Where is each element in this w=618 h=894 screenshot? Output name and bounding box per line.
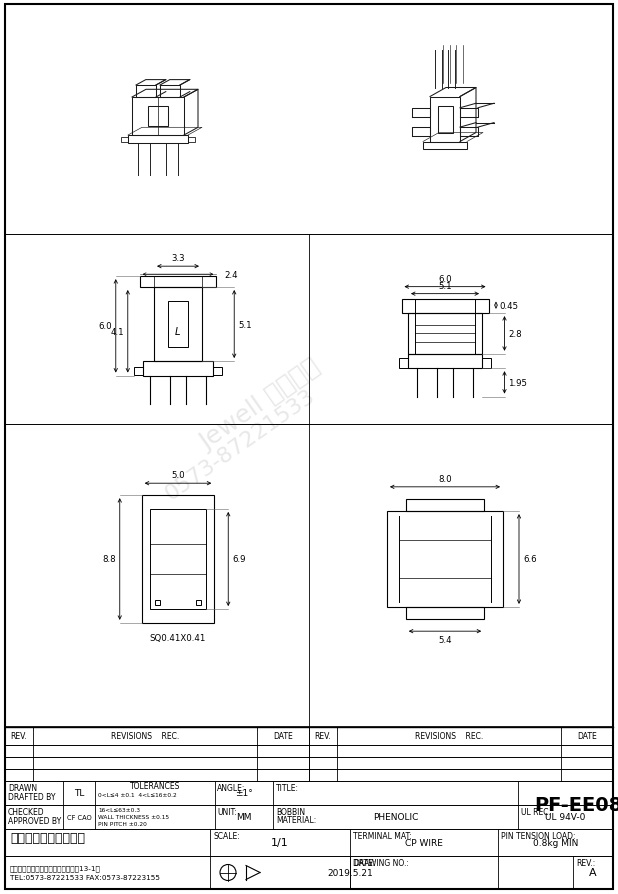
Bar — [387, 511, 503, 607]
Bar — [430, 97, 460, 142]
Bar — [150, 510, 206, 610]
Text: TOLERANCES: TOLERANCES — [130, 781, 180, 790]
Text: 8.0: 8.0 — [438, 475, 452, 484]
Text: UL 94V-0: UL 94V-0 — [545, 813, 586, 822]
Text: 16<L≤63±0.3: 16<L≤63±0.3 — [98, 807, 140, 812]
Bar — [402, 299, 488, 314]
Text: TEL:0573-87221533 FAX:0573-87223155: TEL:0573-87221533 FAX:0573-87223155 — [10, 874, 160, 881]
Text: REV.: REV. — [11, 731, 27, 740]
Text: 0.45: 0.45 — [499, 301, 518, 310]
Text: 2.8: 2.8 — [509, 330, 522, 339]
Text: CP WIRE: CP WIRE — [405, 838, 443, 847]
Text: 5.4: 5.4 — [438, 636, 452, 645]
Text: 0<L≤4 ±0.1  4<L≤16±0.2: 0<L≤4 ±0.1 4<L≤16±0.2 — [98, 792, 177, 797]
Text: PHENOLIC: PHENOLIC — [373, 813, 418, 822]
Bar — [406, 607, 484, 620]
Bar — [156, 601, 161, 605]
Text: MM: MM — [236, 813, 252, 822]
Text: DRAWN: DRAWN — [8, 783, 37, 792]
Text: APPROVED BY: APPROVED BY — [8, 816, 61, 825]
Text: 8.8: 8.8 — [102, 555, 116, 564]
Text: WALL THICKNESS ±0.15: WALL THICKNESS ±0.15 — [98, 814, 169, 819]
Text: ±1°: ±1° — [235, 789, 253, 797]
Text: REVISIONS    REC.: REVISIONS REC. — [415, 731, 483, 740]
Bar — [132, 97, 184, 136]
Bar — [168, 301, 188, 348]
Text: PIN PITCH ±0.20: PIN PITCH ±0.20 — [98, 821, 147, 826]
Text: 地址：浙江省海宁市盐官镇园区四路13-1号: 地址：浙江省海宁市盐官镇园区四路13-1号 — [10, 864, 101, 871]
Text: DATE: DATE — [273, 731, 293, 740]
Text: 4.1: 4.1 — [110, 327, 124, 336]
Text: 3.3: 3.3 — [171, 254, 185, 263]
Text: 海宁捷晖电子有限公司: 海宁捷晖电子有限公司 — [10, 831, 85, 844]
Text: TL: TL — [74, 789, 84, 797]
Text: CF CAO: CF CAO — [67, 814, 91, 820]
Bar — [195, 601, 201, 605]
Bar — [408, 354, 482, 369]
Text: A: A — [589, 867, 597, 878]
Text: TERMINAL MAT:: TERMINAL MAT: — [353, 831, 412, 840]
Text: 2.4: 2.4 — [224, 270, 238, 279]
Text: 5.0: 5.0 — [171, 470, 185, 480]
Text: REVISIONS    REC.: REVISIONS REC. — [111, 731, 179, 740]
Text: 0.8kg MIN: 0.8kg MIN — [533, 838, 578, 847]
Bar — [482, 358, 491, 368]
Text: REV.:: REV.: — [576, 858, 595, 867]
Text: MATERIAL:: MATERIAL: — [276, 815, 316, 824]
Text: BOBBIN: BOBBIN — [276, 807, 305, 816]
Bar — [438, 106, 452, 133]
Bar — [213, 367, 222, 375]
Text: DRAFTED BY: DRAFTED BY — [8, 792, 56, 801]
Text: DATE:: DATE: — [353, 858, 375, 867]
Text: 2019.5.21: 2019.5.21 — [327, 868, 373, 877]
Text: UNIT:: UNIT: — [217, 807, 237, 816]
Text: 1/1: 1/1 — [271, 838, 289, 848]
Bar — [140, 277, 216, 288]
Text: 5.1: 5.1 — [438, 282, 452, 291]
Text: 0573-87221533: 0573-87221533 — [161, 385, 319, 503]
Text: PF-EE08CMA4P: PF-EE08CMA4P — [535, 796, 618, 814]
Bar — [143, 361, 213, 376]
Text: REV.: REV. — [315, 731, 331, 740]
Text: 6.0: 6.0 — [98, 322, 112, 331]
Text: DRAWING NO.:: DRAWING NO.: — [353, 858, 409, 867]
Text: SCALE:: SCALE: — [213, 831, 240, 840]
Bar — [399, 358, 408, 368]
Bar — [423, 142, 467, 149]
Text: TITLE:: TITLE: — [276, 783, 299, 792]
Text: UL REC.: UL REC. — [521, 807, 551, 816]
Text: 5.1: 5.1 — [238, 320, 252, 329]
Text: 6.6: 6.6 — [523, 555, 536, 564]
Bar — [188, 138, 195, 143]
Text: 6.0: 6.0 — [438, 274, 452, 283]
Bar — [408, 314, 482, 354]
Text: 1.95: 1.95 — [509, 378, 528, 387]
Bar — [142, 495, 214, 623]
Text: L: L — [175, 327, 181, 337]
Bar — [148, 106, 168, 127]
Bar — [5, 727, 613, 889]
Bar — [128, 136, 188, 144]
Text: CHECKED: CHECKED — [8, 807, 44, 816]
Text: PIN TENSION LOAD:: PIN TENSION LOAD: — [501, 831, 575, 840]
Bar — [154, 288, 202, 361]
Text: SQ0.41X0.41: SQ0.41X0.41 — [150, 633, 206, 642]
Text: Jewell 海宁捷晖: Jewell 海宁捷晖 — [195, 354, 324, 455]
Text: ANGLE:: ANGLE: — [217, 783, 245, 792]
Bar — [406, 499, 484, 511]
Bar — [121, 138, 128, 143]
Text: DATE: DATE — [577, 731, 597, 740]
Bar — [133, 367, 143, 375]
Text: 6.9: 6.9 — [232, 555, 246, 564]
